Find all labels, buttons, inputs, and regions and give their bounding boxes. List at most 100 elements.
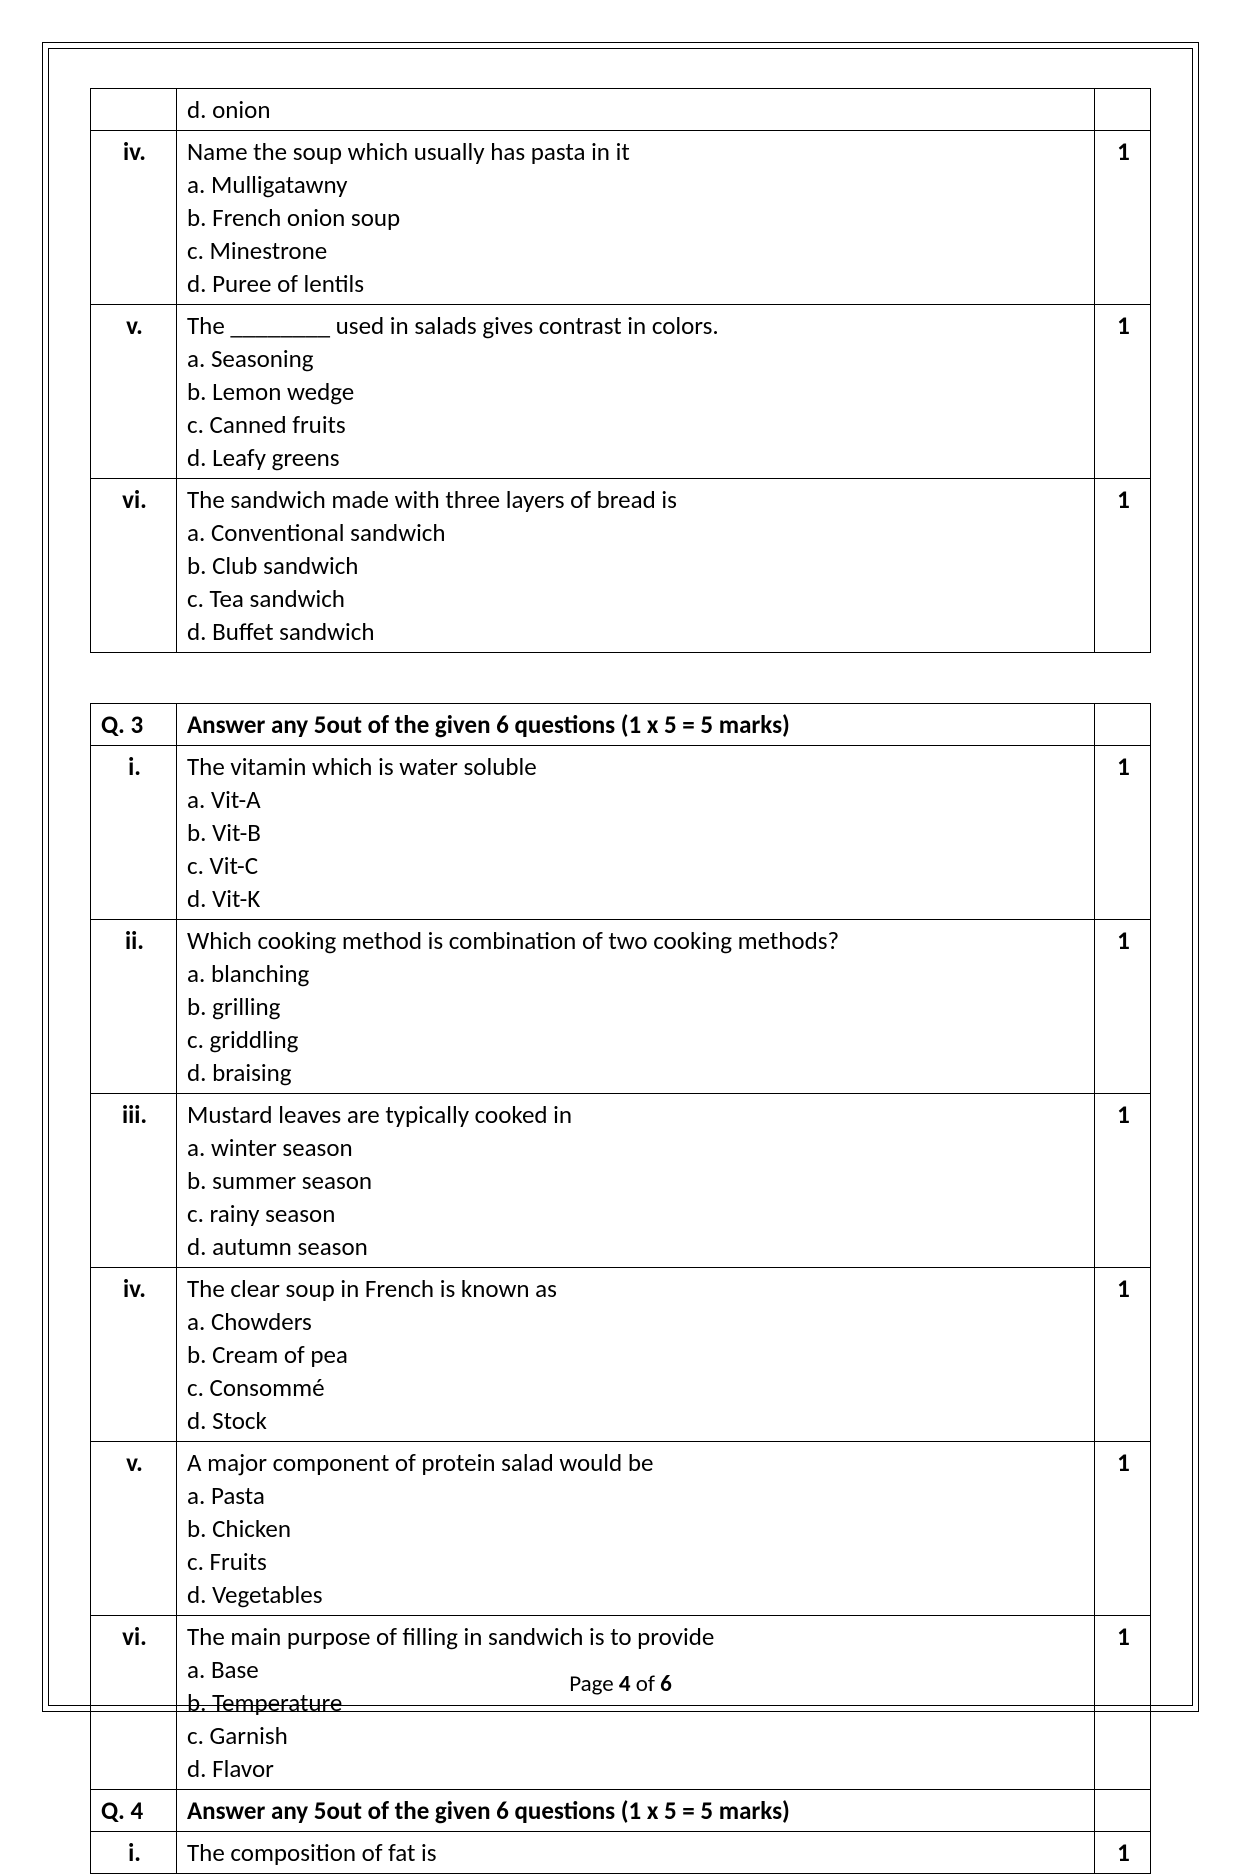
row-content: Answer any 5out of the given 6 questions…: [177, 704, 1095, 746]
row-number: Q. 4: [91, 1790, 177, 1832]
text-line: Name the soup which usually has pasta in…: [187, 135, 1086, 168]
row-marks: 1: [1095, 479, 1151, 653]
row-marks: 1: [1095, 305, 1151, 479]
table-row: i. The composition of fat is 1: [91, 1832, 1151, 1874]
text-line: d. Puree of lentils: [187, 267, 1086, 300]
row-number: vi.: [91, 479, 177, 653]
table-spacer: [90, 653, 1151, 703]
text-line: a. Vit-A: [187, 783, 1086, 816]
row-content: The ________ used in salads gives contra…: [177, 305, 1095, 479]
text-line: c. Garnish: [187, 1719, 1086, 1752]
footer-current-page: 4: [619, 1670, 631, 1698]
text-line: b. Chicken: [187, 1512, 1086, 1545]
row-marks: [1095, 89, 1151, 131]
text-line: c. Canned fruits: [187, 408, 1086, 441]
table-row: iii.Mustard leaves are typically cooked …: [91, 1094, 1151, 1268]
row-content: Mustard leaves are typically cooked ina.…: [177, 1094, 1095, 1268]
text-line: Answer any 5out of the given 6 questions…: [187, 708, 1086, 741]
text-line: d. Vegetables: [187, 1578, 1086, 1611]
row-number: Q. 3: [91, 704, 177, 746]
text-line: Which cooking method is combination of t…: [187, 924, 1086, 957]
text-line: c. Minestrone: [187, 234, 1086, 267]
text-line: b. grilling: [187, 990, 1086, 1023]
text-line: c. rainy season: [187, 1197, 1086, 1230]
text-line: d. Buffet sandwich: [187, 615, 1086, 648]
text-line: b. Vit-B: [187, 816, 1086, 849]
text-line: The composition of fat is: [187, 1836, 1086, 1869]
table-row: i.The vitamin which is water solublea. V…: [91, 746, 1151, 920]
row-content: The clear soup in French is known asa. C…: [177, 1268, 1095, 1442]
text-line: b. Cream of pea: [187, 1338, 1086, 1371]
text-line: b. Club sandwich: [187, 549, 1086, 582]
row-number: vi.: [91, 1616, 177, 1790]
row-marks: 1: [1095, 746, 1151, 920]
row-number: v.: [91, 305, 177, 479]
text-line: c. Fruits: [187, 1545, 1086, 1578]
text-line: The sandwich made with three layers of b…: [187, 483, 1086, 516]
page-footer: Page 4 of 6: [0, 1670, 1241, 1698]
row-content: The sandwich made with three layers of b…: [177, 479, 1095, 653]
row-content: The vitamin which is water solublea. Vit…: [177, 746, 1095, 920]
text-line: The vitamin which is water soluble: [187, 750, 1086, 783]
row-number: ii.: [91, 920, 177, 1094]
table-row: Q. 4Answer any 5out of the given 6 quest…: [91, 1790, 1151, 1832]
row-marks: 1: [1095, 1094, 1151, 1268]
text-line: b. Lemon wedge: [187, 375, 1086, 408]
footer-prefix: Page: [569, 1670, 619, 1698]
text-line: A major component of protein salad would…: [187, 1446, 1086, 1479]
table-row: ii. Which cooking method is combination o…: [91, 920, 1151, 1094]
text-line: b. summer season: [187, 1164, 1086, 1197]
row-number: iii.: [91, 1094, 177, 1268]
text-line: d. Flavor: [187, 1752, 1086, 1785]
text-line: The ________ used in salads gives contra…: [187, 309, 1086, 342]
text-line: b. French onion soup: [187, 201, 1086, 234]
row-marks: 1: [1095, 1832, 1151, 1874]
row-number: i.: [91, 746, 177, 920]
row-number: i.: [91, 1832, 177, 1874]
text-line: c. Vit-C: [187, 849, 1086, 882]
text-line: a. blanching: [187, 957, 1086, 990]
content-area: d. onion iv. Name the soup which usually h…: [90, 88, 1151, 1664]
page: d. onion iv. Name the soup which usually h…: [0, 0, 1241, 1754]
text-line: a. Pasta: [187, 1479, 1086, 1512]
text-line: d. autumn season: [187, 1230, 1086, 1263]
table-row: vi.The main purpose of filling in sandwi…: [91, 1616, 1151, 1790]
text-line: d. Stock: [187, 1404, 1086, 1437]
row-content: Which cooking method is combination of t…: [177, 920, 1095, 1094]
table-row: v. A major component of protein salad wou…: [91, 1442, 1151, 1616]
row-number: [91, 89, 177, 131]
table-row: iv. Name the soup which usually has pasta…: [91, 131, 1151, 305]
row-content: d. onion: [177, 89, 1095, 131]
row-number: iv.: [91, 131, 177, 305]
text-line: d. Leafy greens: [187, 441, 1086, 474]
table-row: d. onion: [91, 89, 1151, 131]
footer-total-pages: 6: [660, 1670, 672, 1698]
row-content: Answer any 5out of the given 6 questions…: [177, 1790, 1095, 1832]
footer-mid: of: [631, 1670, 661, 1698]
table-row: v. The ________ used in salads gives cont…: [91, 305, 1151, 479]
table-row: vi. The sandwich made with three layers o…: [91, 479, 1151, 653]
row-content: The main purpose of filling in sandwich …: [177, 1616, 1095, 1790]
row-marks: 1: [1095, 1442, 1151, 1616]
text-line: d. Vit-K: [187, 882, 1086, 915]
text-line: a. Mulligatawny: [187, 168, 1086, 201]
text-line: a. Conventional sandwich: [187, 516, 1086, 549]
row-marks: 1: [1095, 1616, 1151, 1790]
text-line: d. braising: [187, 1056, 1086, 1089]
row-marks: [1095, 704, 1151, 746]
text-line: The clear soup in French is known as: [187, 1272, 1086, 1305]
text-line: a. Seasoning: [187, 342, 1086, 375]
text-line: c. Consommé: [187, 1371, 1086, 1404]
row-content: Name the soup which usually has pasta in…: [177, 131, 1095, 305]
question-table-1: d. onion iv. Name the soup which usually h…: [90, 88, 1151, 653]
text-line: Mustard leaves are typically cooked in: [187, 1098, 1086, 1131]
row-marks: 1: [1095, 131, 1151, 305]
row-number: v.: [91, 1442, 177, 1616]
text-line: c. griddling: [187, 1023, 1086, 1056]
table-row: Q. 3 Answer any 5out of the given 6 quest…: [91, 704, 1151, 746]
question-table-2: Q. 3 Answer any 5out of the given 6 quest…: [90, 703, 1151, 1874]
row-marks: [1095, 1790, 1151, 1832]
row-content: A major component of protein salad would…: [177, 1442, 1095, 1616]
text-line: c. Tea sandwich: [187, 582, 1086, 615]
text-line: d. onion: [187, 93, 1086, 126]
